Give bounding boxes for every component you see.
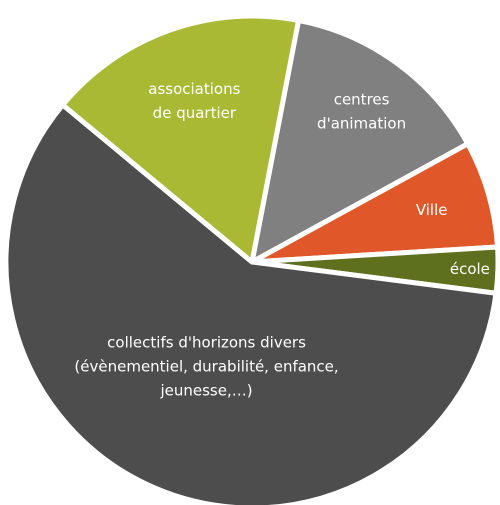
pie-slice — [249, 17, 471, 265]
slice-label-line: de quartier — [153, 104, 237, 122]
slice-label-line: centres — [334, 90, 390, 108]
slice-label-line: école — [450, 260, 490, 278]
slice-label: collectifs d'horizons divers (évènementie… — [74, 333, 338, 399]
slice-label-line: (évènementiel, durabilité, enfance, — [74, 357, 338, 375]
slice-label: école — [450, 260, 490, 278]
slice-label: centres d'animation — [317, 90, 406, 132]
pie-slice — [60, 13, 302, 265]
slice-label: associations de quartier — [148, 80, 240, 122]
slice-label-line: associations — [148, 80, 240, 98]
slice-label-line: Ville — [416, 201, 448, 219]
slice-label-line: jeunesse,…) — [159, 381, 252, 399]
slice-label-line: collectifs d'horizons divers — [107, 333, 306, 351]
slice-label: Ville — [416, 201, 448, 219]
slice-label-line: d'animation — [317, 114, 406, 132]
pie-slice — [3, 102, 499, 505]
